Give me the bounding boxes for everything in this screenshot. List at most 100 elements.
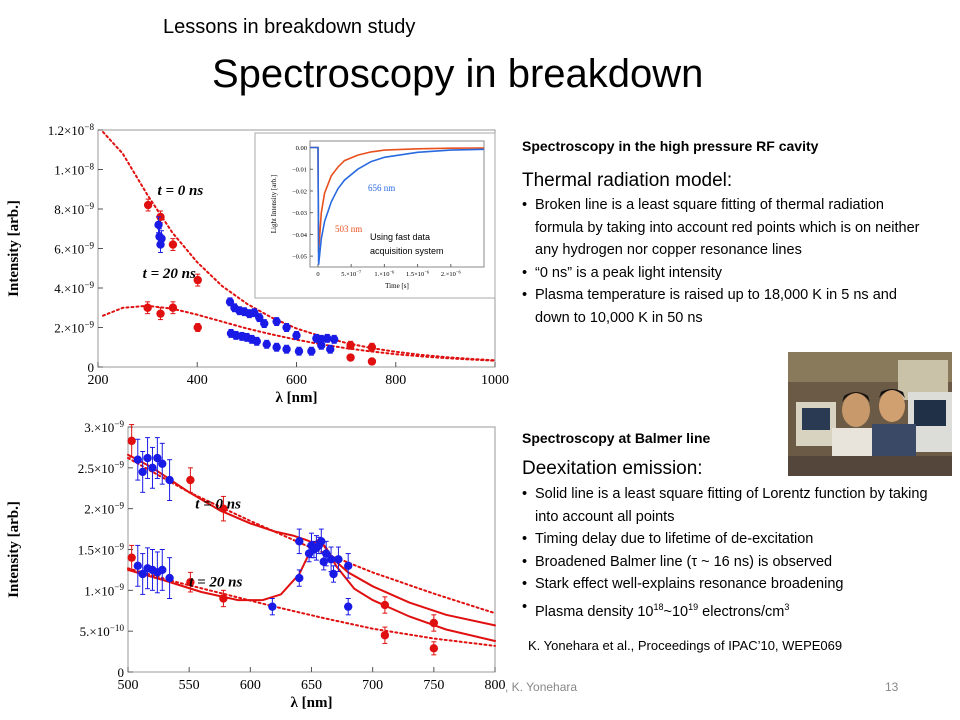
bullet-item: Plasma temperature is raised up to 18,00… [522, 284, 927, 329]
bullet-item: “0 ns” is a peak light intensity [522, 262, 927, 285]
y-tick-label: 1.5×10−9 [78, 541, 125, 557]
density-exp: 19 [688, 601, 699, 612]
inset-y-tick-label: −0.05 [292, 254, 307, 261]
section1-bullets: Broken line is a least square fitting of… [522, 194, 927, 329]
footer-author: , K. Yonehara [505, 680, 578, 694]
bullet-item: Stark effect well-explains resonance bro… [522, 573, 932, 596]
inset-y-tick-label: −0.04 [292, 232, 308, 239]
data-point [344, 561, 353, 571]
inset-x-tick-label: 1.5×10−6 [406, 269, 430, 278]
inset-y-axis-label: Light Intensity [arb.] [270, 175, 278, 234]
data-point [295, 537, 304, 546]
data-point [133, 455, 142, 464]
bullet-item-density: Plasma density 1018~1019 electrons/cm3 [522, 596, 932, 623]
fit-curve [127, 567, 496, 647]
data-point [133, 561, 142, 571]
data-point [292, 331, 301, 340]
x-tick-label: 800 [485, 678, 506, 693]
data-point [344, 602, 353, 611]
data-point [326, 555, 336, 564]
data-point [329, 569, 338, 579]
x-axis-label: λ [nm] [291, 695, 333, 711]
y-tick-label: 0 [88, 360, 95, 375]
data-point [272, 343, 281, 352]
data-point [380, 600, 390, 610]
inset-frame [309, 140, 485, 268]
y-tick-label: 6.×10−9 [54, 240, 94, 256]
x-axis-label: λ [nm] [276, 390, 318, 406]
chart-thermal-spectrum: 200 400 600 800 1000 0 2.×10−9 4.×10−9 6.×10−9 8.… [6, 122, 509, 406]
inset-y-tick-label: 0.00 [296, 145, 307, 152]
x-tick-label: 600 [286, 373, 307, 388]
x-tick-label: 750 [423, 678, 444, 693]
data-point [255, 313, 264, 322]
data-point [260, 319, 269, 328]
inset-x-tick-label: 0 [316, 271, 319, 278]
bullet-item: Timing delay due to lifetime of de-excit… [522, 528, 932, 551]
chart-balmer-spectrum: 500 550 600 650 700 750 800 0 5.×10−10 1.×10−9 1.5… [6, 419, 506, 711]
section2-bullets: Solid line is a least square fitting of … [522, 483, 932, 623]
data-point [330, 335, 339, 344]
data-point [138, 467, 147, 477]
inset-y-tick-label: −0.02 [292, 188, 307, 195]
data-point [165, 573, 174, 583]
fit-curve [102, 131, 496, 362]
fit-curve [127, 457, 496, 615]
curve-annotation: t = 20 ns [143, 266, 196, 282]
inset-y-tick-label: −0.03 [292, 210, 307, 217]
y-tick-label: 2.×10−9 [54, 319, 94, 335]
data-point [326, 345, 335, 354]
data-point [252, 337, 261, 346]
section2-heading: Spectroscopy at Balmer line [522, 430, 711, 446]
x-tick-label: 1000 [481, 373, 509, 388]
section2-model-title: Deexitation emission: [522, 458, 703, 479]
data-point [334, 555, 343, 564]
x-tick-label: 400 [187, 373, 208, 388]
section1-model-title: Thermal radiation model: [522, 170, 733, 191]
data-point [157, 234, 166, 243]
x-tick-label: 550 [179, 678, 200, 693]
curve-annotation: t = 0 ns [158, 183, 204, 199]
page-number: 13 [885, 680, 899, 694]
x-tick-label: 650 [301, 678, 322, 693]
section1-heading: Spectroscopy in the high pressure RF cav… [522, 138, 819, 154]
data-point [314, 541, 324, 550]
y-tick-label: 3.×10−9 [84, 419, 124, 435]
data-point [272, 317, 281, 326]
density-exp: 18 [653, 601, 664, 612]
data-point [367, 343, 377, 352]
curve-annotation: t = 0 ns [195, 497, 241, 513]
slide-title: Spectroscopy in breakdown [212, 52, 704, 96]
density-unit: electrons/cm [698, 603, 785, 620]
data-point [153, 453, 162, 463]
data-point [429, 644, 439, 653]
data-point [143, 200, 153, 210]
researchers-photo [788, 352, 952, 476]
x-tick-label: 700 [362, 678, 383, 693]
y-tick-label: 8.×10−9 [54, 201, 94, 217]
inset-series-label: 503 nm [335, 224, 362, 234]
data-point [193, 275, 202, 285]
bullet-item: Solid line is a least square fitting of … [522, 483, 932, 528]
inset-chart: 0.00 −0.01 −0.02 −0.03 −0.04 −0.05 0 5.×10−7 1.×… [254, 132, 496, 299]
data-point [127, 436, 136, 446]
density-mid: ~10 [663, 603, 689, 620]
data-point [154, 220, 163, 229]
data-point [346, 353, 355, 362]
data-point [127, 553, 136, 562]
data-point [262, 340, 271, 349]
curve-annotation: t = 20 ns [189, 574, 242, 590]
x-tick-label: 200 [88, 373, 109, 388]
slide-subtitle: Lessons in breakdown study [163, 16, 416, 38]
y-axis-label: Intensity [arb.] [6, 501, 22, 598]
inset-series-label: 656 nm [368, 183, 395, 193]
photo-image [788, 352, 952, 476]
y-tick-label: 1.×10−9 [84, 582, 124, 598]
data-point [380, 631, 390, 640]
data-point [143, 303, 152, 312]
bullet-item: Broken line is a least square fitting of… [522, 194, 927, 262]
data-point [319, 557, 328, 566]
x-tick-label: 500 [118, 678, 139, 693]
data-point [307, 347, 316, 356]
y-tick-label: 0 [118, 665, 125, 680]
